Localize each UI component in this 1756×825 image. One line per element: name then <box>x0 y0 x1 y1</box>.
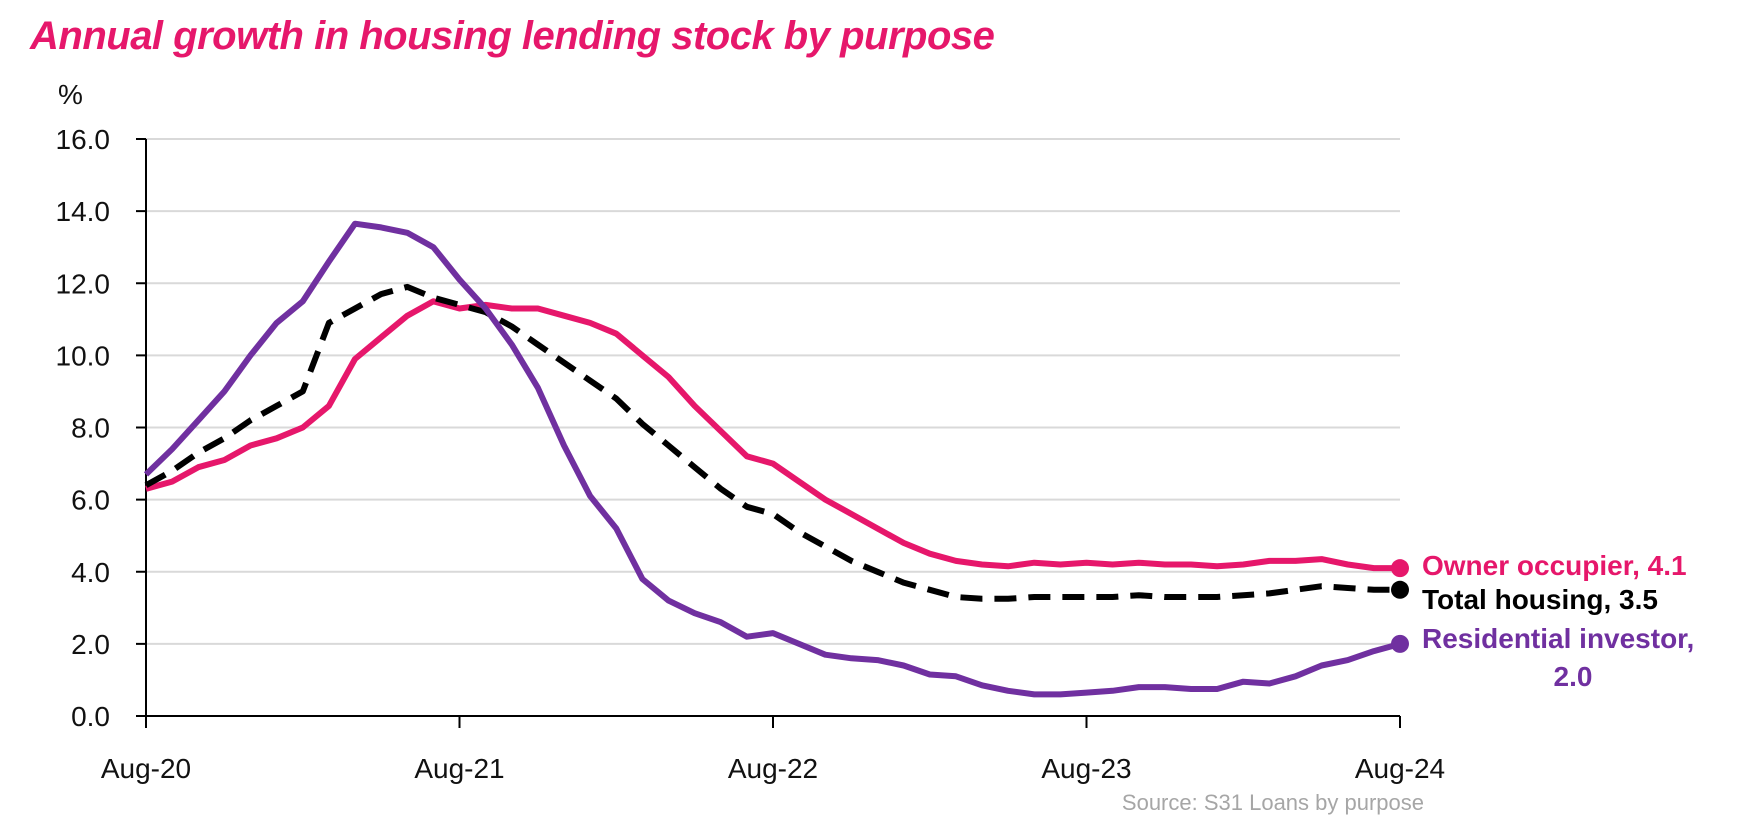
source-note: Source: S31 Loans by purpose <box>1122 790 1424 815</box>
y-tick-label: 12.0 <box>56 268 111 299</box>
y-tick-label: 14.0 <box>56 196 111 227</box>
x-tick-label: Aug-24 <box>1355 753 1445 784</box>
y-tick-label: 4.0 <box>71 557 110 588</box>
y-axis-unit: % <box>58 79 83 110</box>
y-tick-label: 10.0 <box>56 340 111 371</box>
series-line-owner-occupier <box>145 298 1400 572</box>
x-tick-label: Aug-20 <box>101 753 191 784</box>
x-tick-label: Aug-22 <box>728 753 818 784</box>
series-end-marker <box>1391 634 1409 653</box>
series-lines <box>143 220 1409 698</box>
series-end-marker <box>1391 559 1409 578</box>
x-tick-label: Aug-23 <box>1041 753 1131 784</box>
y-tick-label: 8.0 <box>71 413 110 444</box>
y-tick-label: 16.0 <box>56 124 111 155</box>
gridlines <box>146 138 1400 645</box>
y-tick-label: 2.0 <box>71 629 110 660</box>
axes: 0.0 2.0 4.0 6.0 8.0 10.0 12.0 14.0 16.0 Aug-20 Aug… <box>56 124 1446 784</box>
y-tick-label: 6.0 <box>71 485 110 516</box>
y-tick-label: 0.0 <box>71 701 110 732</box>
chart-title: Annual growth in housing lending stock b… <box>30 14 995 58</box>
series-end-marker <box>1391 580 1409 599</box>
series-line-residential-investor <box>143 220 1401 698</box>
end-label-total-housing: Total housing, 3.5 <box>1422 584 1658 615</box>
end-label-residential-investor-value: 2.0 <box>1554 661 1593 692</box>
x-tick-label: Aug-21 <box>414 753 504 784</box>
end-label-owner-occupier: Owner occupier, 4.1 <box>1422 550 1687 581</box>
end-label-residential-investor: Residential investor, <box>1422 623 1694 654</box>
series-line-total-housing <box>144 283 1400 602</box>
